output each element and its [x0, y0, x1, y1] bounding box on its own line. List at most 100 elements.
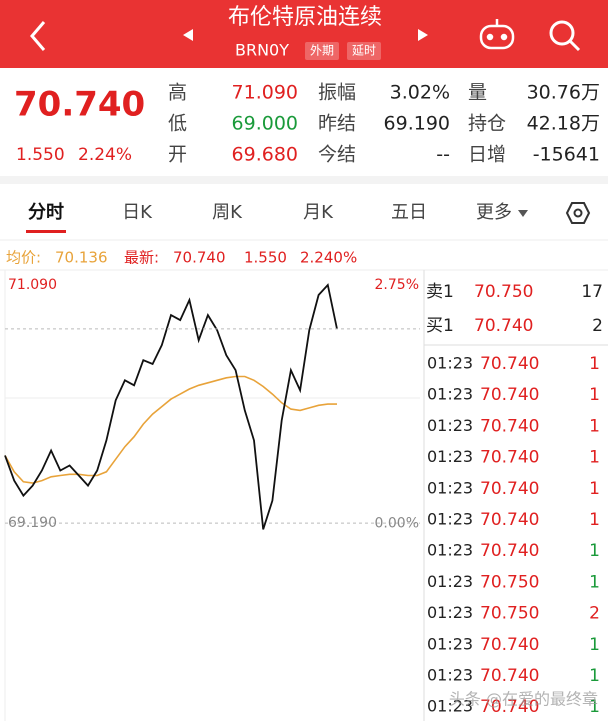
- book-price: 70.750: [474, 282, 533, 302]
- tag: 延时: [352, 44, 376, 58]
- tag: 外期: [310, 44, 334, 58]
- search-icon[interactable]: [549, 20, 581, 52]
- trade-volume: 1: [589, 354, 600, 374]
- trade-volume: 1: [589, 541, 600, 561]
- tab[interactable]: 分时: [28, 202, 64, 223]
- trade-volume: 1: [589, 510, 600, 530]
- last-change-pct: 2.240%: [300, 249, 357, 267]
- trade-price: 70.740: [480, 666, 539, 686]
- stat-value: 42.18万: [527, 113, 600, 135]
- book-volume: 2: [592, 316, 603, 336]
- book-label: 买1: [426, 316, 454, 336]
- last-label: 最新:: [124, 249, 159, 267]
- more-caret: [518, 210, 528, 217]
- stat-label: 高: [168, 82, 187, 104]
- trade-time: 01:23: [427, 478, 473, 497]
- quote-change: 1.550: [16, 145, 65, 165]
- tab[interactable]: 月K: [303, 202, 334, 223]
- quote-price: 70.740: [14, 85, 145, 125]
- trade-price: 70.740: [480, 416, 539, 436]
- stat-label: 今结: [318, 144, 356, 166]
- trade-time: 01:23: [427, 354, 473, 373]
- stat-value: 71.090: [232, 82, 298, 104]
- stat-label: 低: [168, 113, 187, 135]
- book-price: 70.740: [474, 316, 533, 336]
- stat-label: 量: [468, 82, 487, 104]
- trade-volume: 1: [589, 635, 600, 655]
- trade-volume: 1: [589, 697, 600, 717]
- y2-tick-label: 2.75%: [375, 277, 419, 293]
- last-value: 70.740: [173, 249, 226, 267]
- tag-box: [305, 42, 339, 60]
- trade-volume: 1: [589, 385, 600, 405]
- price-line: [4, 283, 338, 530]
- trade-price: 70.740: [480, 697, 539, 717]
- prev-button[interactable]: [183, 29, 193, 41]
- header-code: BRN0Y: [235, 41, 289, 60]
- stat-value: 69.190: [384, 113, 450, 135]
- trade-time: 01:23: [427, 416, 473, 435]
- trade-price: 70.740: [480, 510, 539, 530]
- book-label: 卖1: [426, 282, 454, 302]
- stat-value: 30.76万: [527, 82, 600, 104]
- trade-volume: 1: [589, 479, 600, 499]
- y-tick-label: 71.090: [8, 277, 57, 293]
- trade-price: 70.750: [480, 604, 539, 624]
- trade-price: 70.750: [480, 572, 539, 592]
- trade-price: 70.740: [480, 541, 539, 561]
- trade-time: 01:23: [427, 603, 473, 622]
- trade-volume: 1: [589, 416, 600, 436]
- trade-price: 70.740: [480, 354, 539, 374]
- trade-time: 01:23: [427, 697, 473, 716]
- stat-value: --: [436, 144, 450, 166]
- tab[interactable]: 更多: [476, 202, 512, 223]
- book-volume: 17: [581, 282, 603, 302]
- back-button[interactable]: [30, 21, 46, 51]
- tab[interactable]: 周K: [212, 202, 243, 223]
- stat-value: -15641: [533, 144, 600, 166]
- trade-volume: 2: [589, 604, 600, 624]
- stat-label: 振幅: [318, 82, 356, 104]
- avg-line: [4, 375, 337, 484]
- last-change: 1.550: [244, 249, 287, 267]
- trade-time: 01:23: [427, 572, 473, 591]
- header-bar: [0, 0, 608, 68]
- robot-icon[interactable]: [479, 19, 515, 50]
- watermark: 头条 @在爱的最终章: [449, 690, 598, 709]
- active-tab-underline: [26, 230, 66, 233]
- trade-time: 01:23: [427, 510, 473, 529]
- trade-volume: 1: [589, 572, 600, 592]
- quote-change-pct: 2.24%: [78, 145, 132, 165]
- settings-icon-dot: [573, 208, 583, 218]
- next-button[interactable]: [418, 29, 428, 41]
- trade-volume: 1: [589, 666, 600, 686]
- tag-box: [347, 42, 381, 60]
- stat-label: 开: [168, 144, 187, 166]
- trade-time: 01:23: [427, 447, 473, 466]
- trade-price: 70.740: [480, 448, 539, 468]
- avg-label: 均价:: [6, 249, 41, 267]
- stat-label: 日增: [468, 144, 506, 166]
- y2-tick-label: 0.00%: [375, 516, 419, 532]
- trade-price: 70.740: [480, 385, 539, 405]
- trade-price: 70.740: [480, 635, 539, 655]
- tab[interactable]: 日K: [122, 202, 153, 223]
- trade-time: 01:23: [427, 634, 473, 653]
- settings-icon[interactable]: [565, 202, 591, 224]
- trade-volume: 1: [589, 448, 600, 468]
- trade-time: 01:23: [427, 541, 473, 560]
- y-tick-label: 69.190: [8, 515, 57, 531]
- stat-label: 持仓: [468, 113, 506, 135]
- trade-price: 70.740: [480, 479, 539, 499]
- divider: [0, 176, 608, 184]
- stat-value: 69.000: [232, 113, 298, 135]
- stat-label: 昨结: [318, 113, 356, 135]
- header-title: 布伦特原油连续: [228, 5, 382, 30]
- stat-value: 69.680: [232, 144, 298, 166]
- trade-time: 01:23: [427, 666, 473, 685]
- avg-value: 70.136: [55, 249, 108, 267]
- tab[interactable]: 五日: [391, 202, 427, 223]
- stat-value: 3.02%: [390, 82, 450, 104]
- trade-time: 01:23: [427, 385, 473, 404]
